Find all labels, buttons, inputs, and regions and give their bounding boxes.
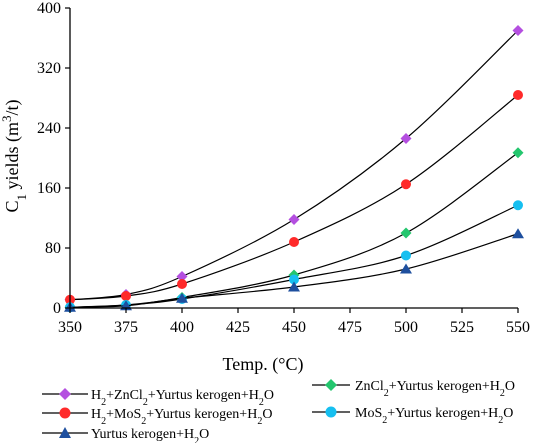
series-5	[64, 228, 524, 312]
series-line	[69, 30, 519, 301]
x-tick-label: 450	[282, 319, 306, 336]
data-point	[289, 237, 299, 247]
x-tick-label: 350	[58, 319, 82, 336]
legend-marker	[59, 427, 71, 438]
x-tick-label: 375	[114, 319, 138, 336]
x-tick-label: 400	[170, 319, 194, 336]
legend-entry: MoS2+Yurtus kerogen+H2O	[312, 406, 513, 426]
data-point	[176, 292, 188, 303]
data-point	[289, 274, 299, 285]
x-ticks: 350 375 400 425 450 475 500 525 550	[58, 308, 530, 336]
y-tick-label: 240	[37, 120, 61, 137]
legend-marker	[59, 407, 71, 419]
data-point	[513, 90, 523, 100]
y-tick-label: 80	[45, 240, 61, 257]
legend-entry: H2+MoS2+Yurtus kerogen+H2O	[42, 407, 272, 427]
data-point	[400, 263, 412, 274]
data-point	[288, 281, 300, 292]
data-point	[401, 179, 411, 190]
y-ticks: 0 80 160 240 320 400	[37, 0, 70, 317]
data-point	[121, 291, 131, 301]
x-tick-label: 425	[226, 319, 250, 336]
x-tick-label: 500	[394, 319, 418, 336]
legend-label: MoS2+Yurtus kerogen+H2O	[355, 406, 513, 426]
y-tick-label: 400	[37, 0, 61, 17]
data-point	[512, 147, 524, 159]
y-tick-label: 160	[37, 180, 61, 197]
data-point	[513, 200, 523, 211]
x-tick-label: 525	[450, 319, 474, 336]
x-axis-title: Temp. (°C)	[223, 354, 304, 375]
data-point	[400, 133, 412, 144]
legend-marker	[325, 406, 337, 418]
data-point	[176, 271, 188, 282]
y-tick-label: 320	[37, 60, 61, 77]
legend: H2+ZnCl2+Yurtus kerogen+H2O H2+MoS2+Yurt…	[42, 379, 515, 443]
legend-label: H2+MoS2+Yurtus kerogen+H2O	[91, 407, 272, 427]
data-point	[401, 250, 411, 261]
y-tick-label: 0	[53, 300, 61, 317]
legend-marker	[325, 379, 337, 391]
series-2	[65, 90, 523, 305]
data-point	[512, 228, 524, 239]
data-point	[512, 25, 524, 36]
x-tick-label: 550	[506, 319, 530, 336]
legend-entry: H2+ZnCl2+Yurtus kerogen+H2O	[42, 388, 274, 408]
plot-area	[64, 25, 524, 313]
legend-entry: ZnCl2+Yurtus kerogen+H2O	[312, 379, 515, 399]
data-point	[177, 279, 187, 289]
series-line	[69, 94, 519, 301]
y-axis-title: C1 yields (m3/t)	[0, 99, 29, 212]
data-point	[400, 227, 412, 239]
axes	[69, 8, 518, 309]
legend-label: Yurtus kerogen+H2O	[91, 427, 209, 443]
x-tick-label: 475	[338, 319, 362, 336]
data-point	[288, 214, 300, 225]
legend-entry: Yurtus kerogen+H2O	[42, 427, 209, 443]
legend-label: ZnCl2+Yurtus kerogen+H2O	[355, 379, 515, 399]
series-1	[64, 25, 524, 306]
legend-label: H2+ZnCl2+Yurtus kerogen+H2O	[91, 388, 274, 408]
legend-marker	[59, 388, 71, 400]
